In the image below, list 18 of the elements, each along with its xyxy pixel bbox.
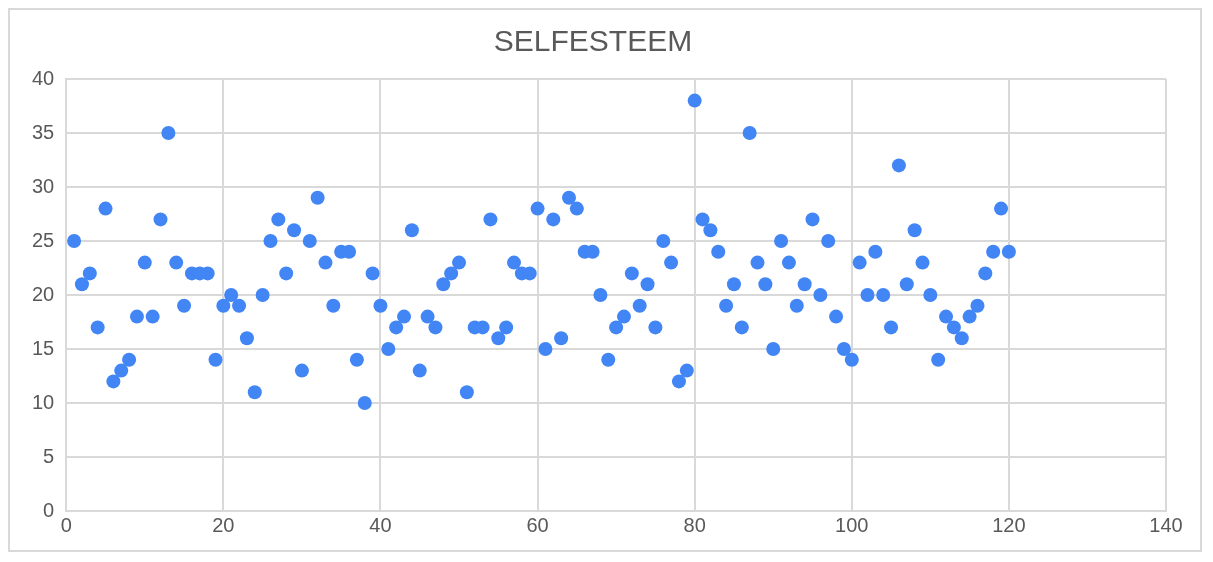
x-tick-label: 120 (992, 513, 1026, 536)
x-tick-label: 100 (835, 513, 869, 536)
y-tick-label: 15 (32, 336, 55, 359)
y-tick-label: 10 (32, 390, 55, 413)
y-tick-label: 0 (43, 498, 55, 521)
x-tick-label: 40 (369, 513, 392, 536)
y-tick-label: 25 (32, 228, 55, 251)
y-tick-label: 20 (32, 282, 55, 305)
x-tick-label: 80 (683, 513, 706, 536)
y-tick-label: 30 (32, 174, 55, 197)
x-tick-label: 60 (526, 513, 549, 536)
x-tick-label: 140 (1149, 513, 1183, 536)
x-tick-label: 20 (212, 513, 235, 536)
chart-title: SELFESTEEM (493, 24, 693, 58)
y-tick-label: 35 (32, 120, 55, 143)
x-tick-label: 0 (60, 513, 72, 536)
y-tick-label: 40 (32, 66, 55, 89)
y-tick-label: 5 (43, 444, 55, 467)
